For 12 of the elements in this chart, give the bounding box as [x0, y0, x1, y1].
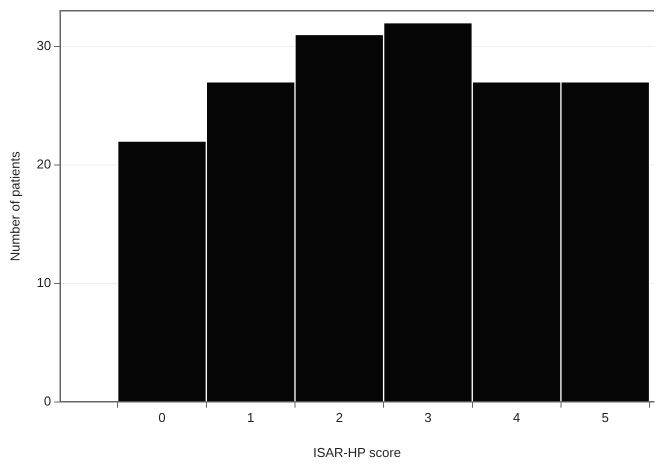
x-tick-label: 0 — [158, 410, 166, 426]
y-tick-label: 30 — [36, 38, 52, 53]
x-tick-label: 4 — [512, 410, 520, 426]
x-tick-label: 2 — [336, 410, 343, 426]
x-tick-label: 5 — [602, 410, 609, 426]
y-axis-title: Number of patients — [7, 150, 22, 262]
y-tick-label: 20 — [36, 156, 52, 172]
y-tick-label: 0 — [44, 393, 52, 408]
y-tick-label: 10 — [36, 274, 52, 290]
x-axis-title: ISAR-HP score — [313, 444, 401, 460]
x-tick-label: 1 — [247, 410, 254, 426]
x-tick-label: 3 — [424, 410, 432, 426]
